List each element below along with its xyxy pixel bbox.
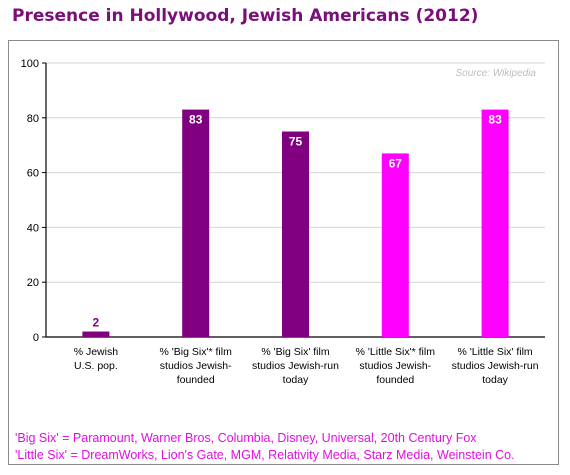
bar <box>82 331 110 337</box>
data-label: 83 <box>488 113 502 127</box>
x-tick-label-line: today <box>482 374 508 386</box>
data-label: 2 <box>93 316 100 330</box>
x-tick-label-line: % 'Little Six'* film <box>356 346 436 358</box>
x-tick-label-line: studios Jewish-run <box>252 360 339 372</box>
x-tick-label: % 'Little Six' film studios Jewish-run tod… <box>452 346 539 386</box>
bar <box>381 153 409 337</box>
x-tick-labels: % Jewish U.S. pop. % 'Big Six'* film studio… <box>74 346 539 386</box>
x-tick-label: % 'Big Six' film studios Jewish-run today <box>252 346 339 386</box>
bar <box>282 131 309 337</box>
x-tick-label: % 'Little Six'* film studios Jewish-found… <box>356 346 436 386</box>
x-tick-label-line: founded <box>177 374 215 386</box>
y-tick-label: 0 <box>33 332 39 344</box>
data-label: 67 <box>389 156 403 170</box>
x-tick-label-line: today <box>283 374 309 386</box>
data-label: 75 <box>289 135 303 149</box>
data-labels: 2 83 75 67 83 <box>93 113 503 330</box>
bar <box>182 109 210 337</box>
x-tick-label-line: founded <box>376 374 414 386</box>
x-tick-label-line: % 'Little Six' film <box>457 346 532 358</box>
chart-title: Presence in Hollywood, Jewish Americans … <box>12 6 479 26</box>
bars <box>82 109 509 337</box>
x-tick-label-line: U.S. pop. <box>74 360 118 372</box>
x-tick-label-line: % 'Big Six' film <box>261 346 329 358</box>
x-tick-label-line: studios Jewish-run <box>452 360 539 372</box>
y-tick-label: 60 <box>27 168 39 180</box>
footnote-little-six: 'Little Six' = DreamWorks, Lion's Gate, … <box>15 448 515 462</box>
footnote-big-six: 'Big Six' = Paramount, Warner Bros, Colu… <box>15 431 477 445</box>
y-tick-labels: 0 20 40 60 80 100 <box>21 58 39 344</box>
x-tick-label-line: studios Jewish- <box>359 360 431 372</box>
source-note: Source: Wikipedia <box>455 68 536 79</box>
x-tick-label-line: studios Jewish- <box>160 360 232 372</box>
x-tick-label-line: % 'Big Six'* film <box>160 346 233 358</box>
bar <box>481 109 509 337</box>
x-tick-label: % 'Big Six'* film studios Jewish-founded <box>160 346 233 386</box>
y-tick-label: 40 <box>27 222 39 234</box>
y-tick-label: 20 <box>27 277 39 289</box>
y-tick-label: 80 <box>27 113 39 125</box>
x-tick-label-line: % Jewish <box>74 346 119 358</box>
data-label: 83 <box>189 113 203 127</box>
y-tick-label: 100 <box>21 58 39 70</box>
x-tick-label: % Jewish U.S. pop. <box>74 346 119 372</box>
